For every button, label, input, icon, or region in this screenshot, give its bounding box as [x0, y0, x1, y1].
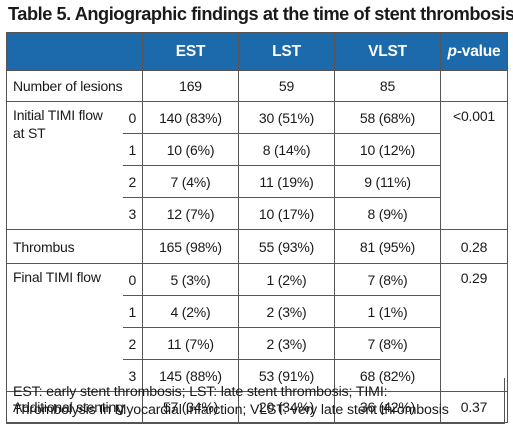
table-row: 2 11 (7%) 2 (3%) 7 (8%) — [7, 327, 508, 360]
cell-lesions-est: 169 — [142, 70, 239, 102]
cell-initial-1-vlst: 10 (12%) — [334, 133, 441, 166]
table-row: Thrombus 165 (98%) 55 (93%) 81 (95%) 0.2… — [6, 229, 508, 264]
table-row: Number of lesions 169 59 85 — [6, 70, 508, 102]
cell-final-1-lst: 2 (3%) — [238, 295, 335, 328]
group-label-initial-timi: Initial TIMI flow at ST — [6, 101, 123, 230]
cell-final-2-vlst: 7 (8%) — [334, 327, 441, 360]
cell-initial-0-est: 140 (83%) — [142, 101, 239, 134]
cell-thrombus-est: 165 (98%) — [142, 229, 239, 264]
header-vlst: VLST — [334, 32, 441, 71]
table-row: 1 10 (6%) 8 (14%) 10 (12%) — [7, 133, 508, 166]
cell-initial-2-est: 7 (4%) — [142, 165, 239, 198]
grade-label: 1 — [122, 295, 143, 328]
cell-initial-3-est: 12 (7%) — [142, 197, 239, 230]
table-row: 2 7 (4%) 11 (19%) 9 (11%) — [7, 165, 508, 198]
table-row: Initial TIMI flow at ST 0 140 (83%) 30 (… — [6, 101, 508, 230]
cell-stenting-p: 0.37 — [440, 391, 508, 423]
footnote-line-2: Thrombolysis In Myocardial Infarction; V… — [13, 402, 449, 418]
cell-final-1-est: 4 (2%) — [142, 295, 239, 328]
header-p-suffix: -value — [456, 42, 501, 60]
cell-lesions-vlst: 85 — [334, 70, 441, 102]
cell-final-timi-p: 0.29 — [440, 263, 508, 392]
cell-thrombus-vlst: 81 (95%) — [334, 229, 441, 264]
row-label-stenting: Additional stenting — [6, 391, 143, 423]
header-corner-cell — [6, 32, 143, 71]
cell-thrombus-lst: 55 (93%) — [238, 229, 335, 264]
grade-label: 1 — [122, 133, 143, 166]
cell-lesions-lst: 59 — [238, 70, 335, 102]
cell-lesions-p — [440, 70, 508, 102]
cell-initial-2-lst: 11 (19%) — [238, 165, 335, 198]
cell-final-3-lst: 53 (91%) — [238, 359, 335, 392]
grade-label: 2 — [122, 165, 143, 198]
row-label-thrombus: Thrombus — [6, 229, 143, 264]
cell-final-1-vlst: 1 (1%) — [334, 295, 441, 328]
cell-initial-3-lst: 10 (17%) — [238, 197, 335, 230]
cell-initial-timi-p: <0.001 — [440, 101, 508, 230]
table-title: Table 5. Angiographic findings at the ti… — [8, 4, 513, 24]
grade-label: 0 — [122, 263, 143, 296]
grade-label: 2 — [122, 327, 143, 360]
table-row: 1 4 (2%) 2 (3%) 1 (1%) — [7, 295, 508, 328]
cell-stenting-vlst: 36 (42%) — [334, 391, 441, 423]
grade-label: 3 — [122, 197, 143, 230]
cell-final-2-est: 11 (7%) — [142, 327, 239, 360]
results-table: EST LST VLST p-value Number of lesions 1… — [6, 32, 508, 423]
cell-initial-0-lst: 30 (51%) — [238, 101, 335, 134]
cell-final-3-vlst: 68 (82%) — [334, 359, 441, 392]
table-footnote: EST: early stent thrombosis; LST: late s… — [6, 378, 505, 424]
row-label-lesions: Number of lesions — [6, 70, 143, 102]
header-row: EST LST VLST p-value — [6, 32, 508, 71]
cell-final-2-lst: 2 (3%) — [238, 327, 335, 360]
table-row: Final TIMI flow 0 5 (3%) 1 (2%) 7 (8%) 0… — [6, 263, 508, 392]
cell-initial-2-vlst: 9 (11%) — [334, 165, 441, 198]
group-label-final-timi: Final TIMI flow — [6, 263, 123, 392]
cell-final-0-lst: 1 (2%) — [238, 263, 335, 296]
table-row: 3 145 (88%) 53 (91%) 68 (82%) — [7, 359, 508, 392]
cell-initial-1-est: 10 (6%) — [142, 133, 239, 166]
table-row: 3 12 (7%) 10 (17%) 8 (9%) — [7, 197, 508, 230]
cell-final-0-vlst: 7 (8%) — [334, 263, 441, 296]
cell-initial-3-vlst: 8 (9%) — [334, 197, 441, 230]
header-p-value: p-value — [440, 32, 508, 71]
cell-initial-1-lst: 8 (14%) — [238, 133, 335, 166]
cell-initial-0-vlst: 58 (68%) — [334, 101, 441, 134]
header-p-italic: p — [447, 42, 457, 60]
table-row: Additional stenting 57 (34%) 20 (34%) 36… — [6, 391, 508, 423]
header-lst: LST — [238, 32, 335, 71]
footnote-line-1: EST: early stent thrombosis; LST: late s… — [13, 384, 388, 400]
grade-label: 0 — [122, 101, 143, 134]
header-est: EST — [142, 32, 239, 71]
cell-thrombus-p: 0.28 — [440, 229, 508, 264]
cell-final-0-est: 5 (3%) — [142, 263, 239, 296]
